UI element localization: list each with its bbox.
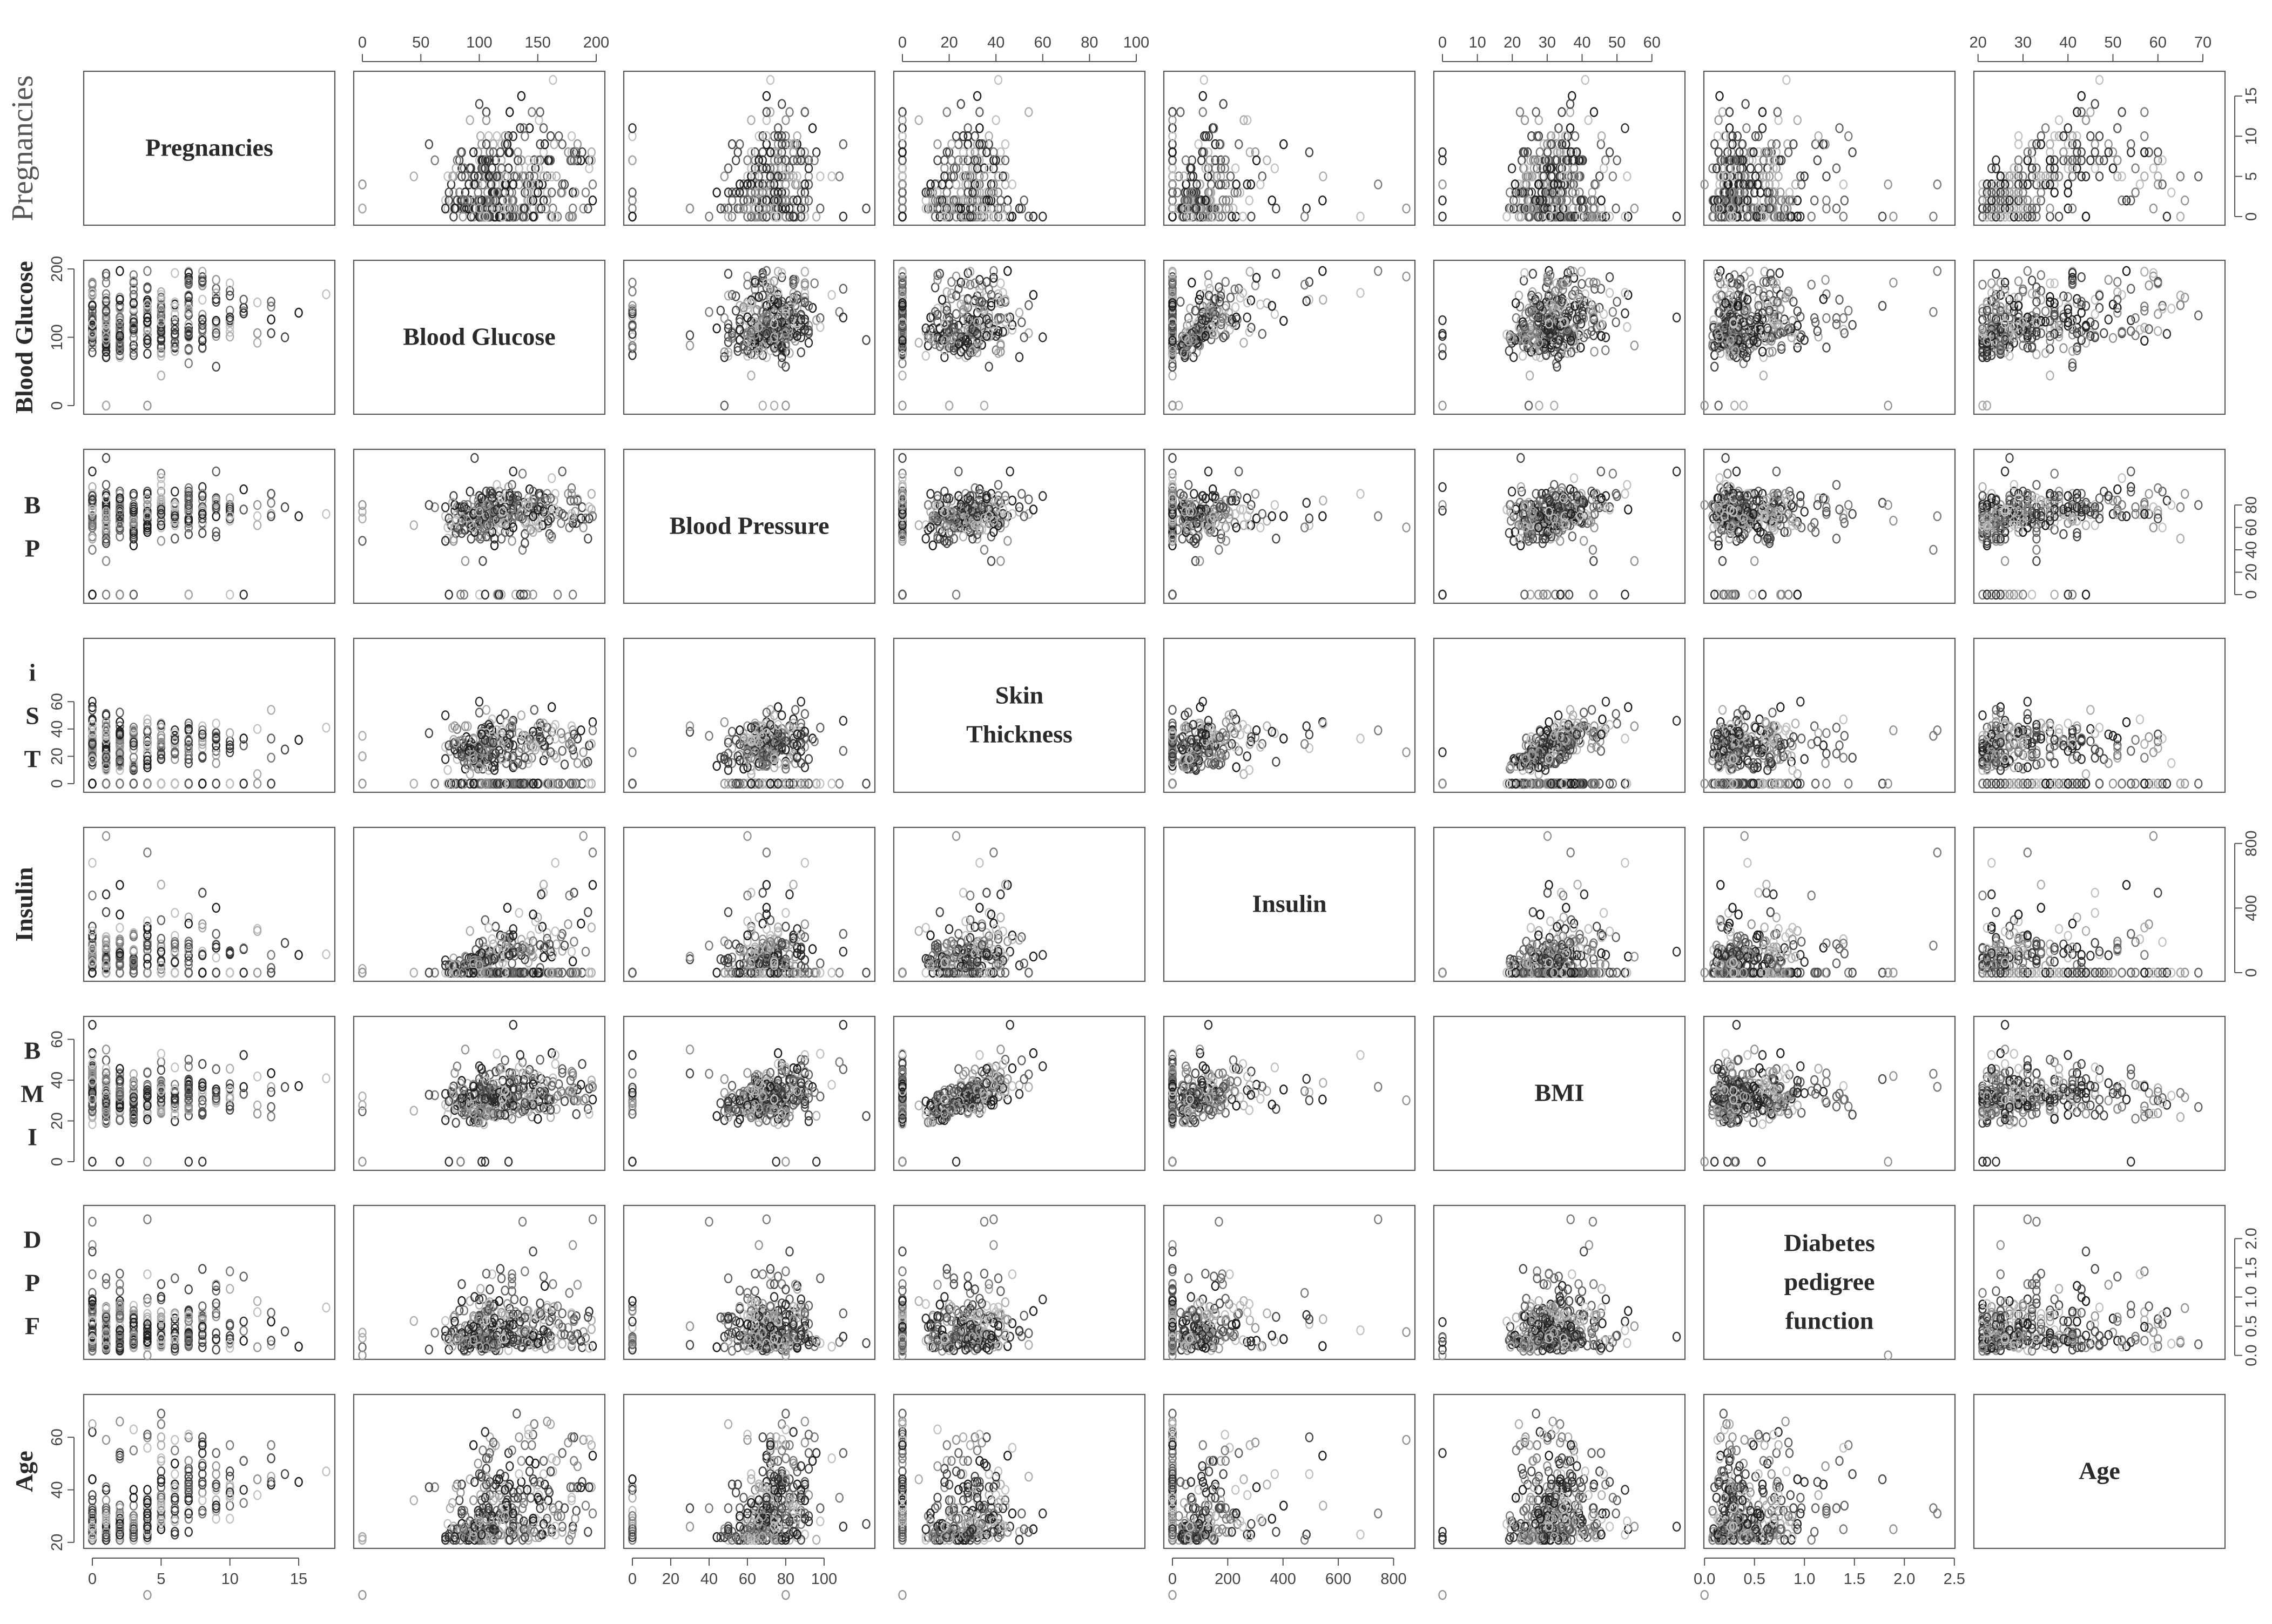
diagonal-panel [894,638,1145,792]
scatter-panel [1974,71,2225,225]
scatter-panel [1974,449,2225,603]
scatter-panel [894,449,1145,603]
scatter-panel [1434,638,1685,792]
panel-grid [84,71,2225,1548]
scatter-panel [1164,638,1415,792]
scatter-panel [624,827,875,981]
scatter-panel [894,1016,1145,1170]
